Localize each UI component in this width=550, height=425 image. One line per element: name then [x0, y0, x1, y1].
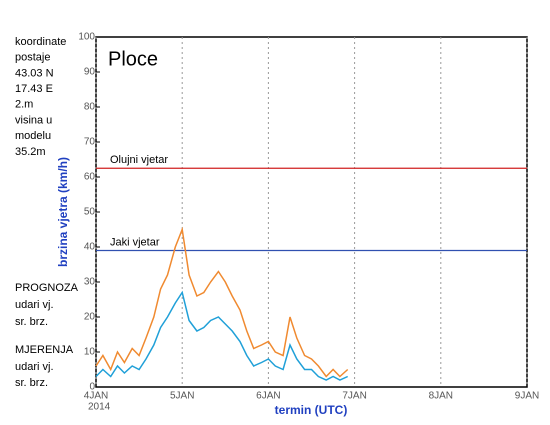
y-tick-label: 10 [84, 347, 96, 358]
x-tick-label: 4JAN [84, 391, 108, 402]
x-axis-label: termin (UTC) [275, 403, 348, 417]
y-tick-label: 70 [84, 137, 96, 148]
legend-title: PROGNOZA [15, 282, 79, 294]
data-line [95, 226, 349, 378]
x-tick-label: 6JAN [256, 391, 280, 402]
y-tick-label: 20 [84, 312, 96, 323]
legend-entry: sr. brz. [15, 316, 48, 328]
y-axis-label: brzina vjetra (km/h) [56, 157, 70, 267]
y-tick-label: 40 [84, 242, 96, 253]
station-info: 17.43 E [15, 83, 53, 95]
y-tick-label: 100 [78, 32, 95, 43]
legend-entry: udari vj. [15, 361, 54, 373]
x-tick-label: 8JAN [429, 391, 453, 402]
legend-entry: sr. brz. [15, 377, 48, 389]
plot-frame [95, 36, 528, 388]
y-tick-label: 30 [84, 277, 96, 288]
station-info: 2.m [15, 99, 33, 111]
x-year-label: 2014 [88, 402, 111, 413]
x-tick-label: 9JAN [515, 391, 539, 402]
y-tick-label: 90 [84, 67, 96, 78]
legend-title: MJERENJA [15, 344, 74, 356]
station-info: koordinate [15, 36, 66, 48]
station-info: postaje [15, 52, 50, 64]
station-info: 43.03 N [15, 67, 54, 79]
data-line [95, 290, 349, 381]
legend-entry: udari vj. [15, 299, 54, 311]
station-info: 35.2m [15, 146, 46, 158]
station-info: visina u [15, 114, 52, 126]
x-tick-label: 5JAN [170, 391, 194, 402]
station-info: modelu [15, 130, 51, 142]
x-tick-label: 7JAN [342, 391, 366, 402]
y-tick-label: 50 [84, 207, 96, 218]
threshold-label: Jaki vjetar [110, 236, 160, 248]
chart-title: Ploce [108, 48, 158, 70]
y-tick-label: 60 [84, 172, 96, 183]
threshold-label: Olujni vjetar [110, 154, 168, 166]
y-tick-label: 0 [89, 382, 95, 393]
y-tick-label: 80 [84, 102, 96, 113]
